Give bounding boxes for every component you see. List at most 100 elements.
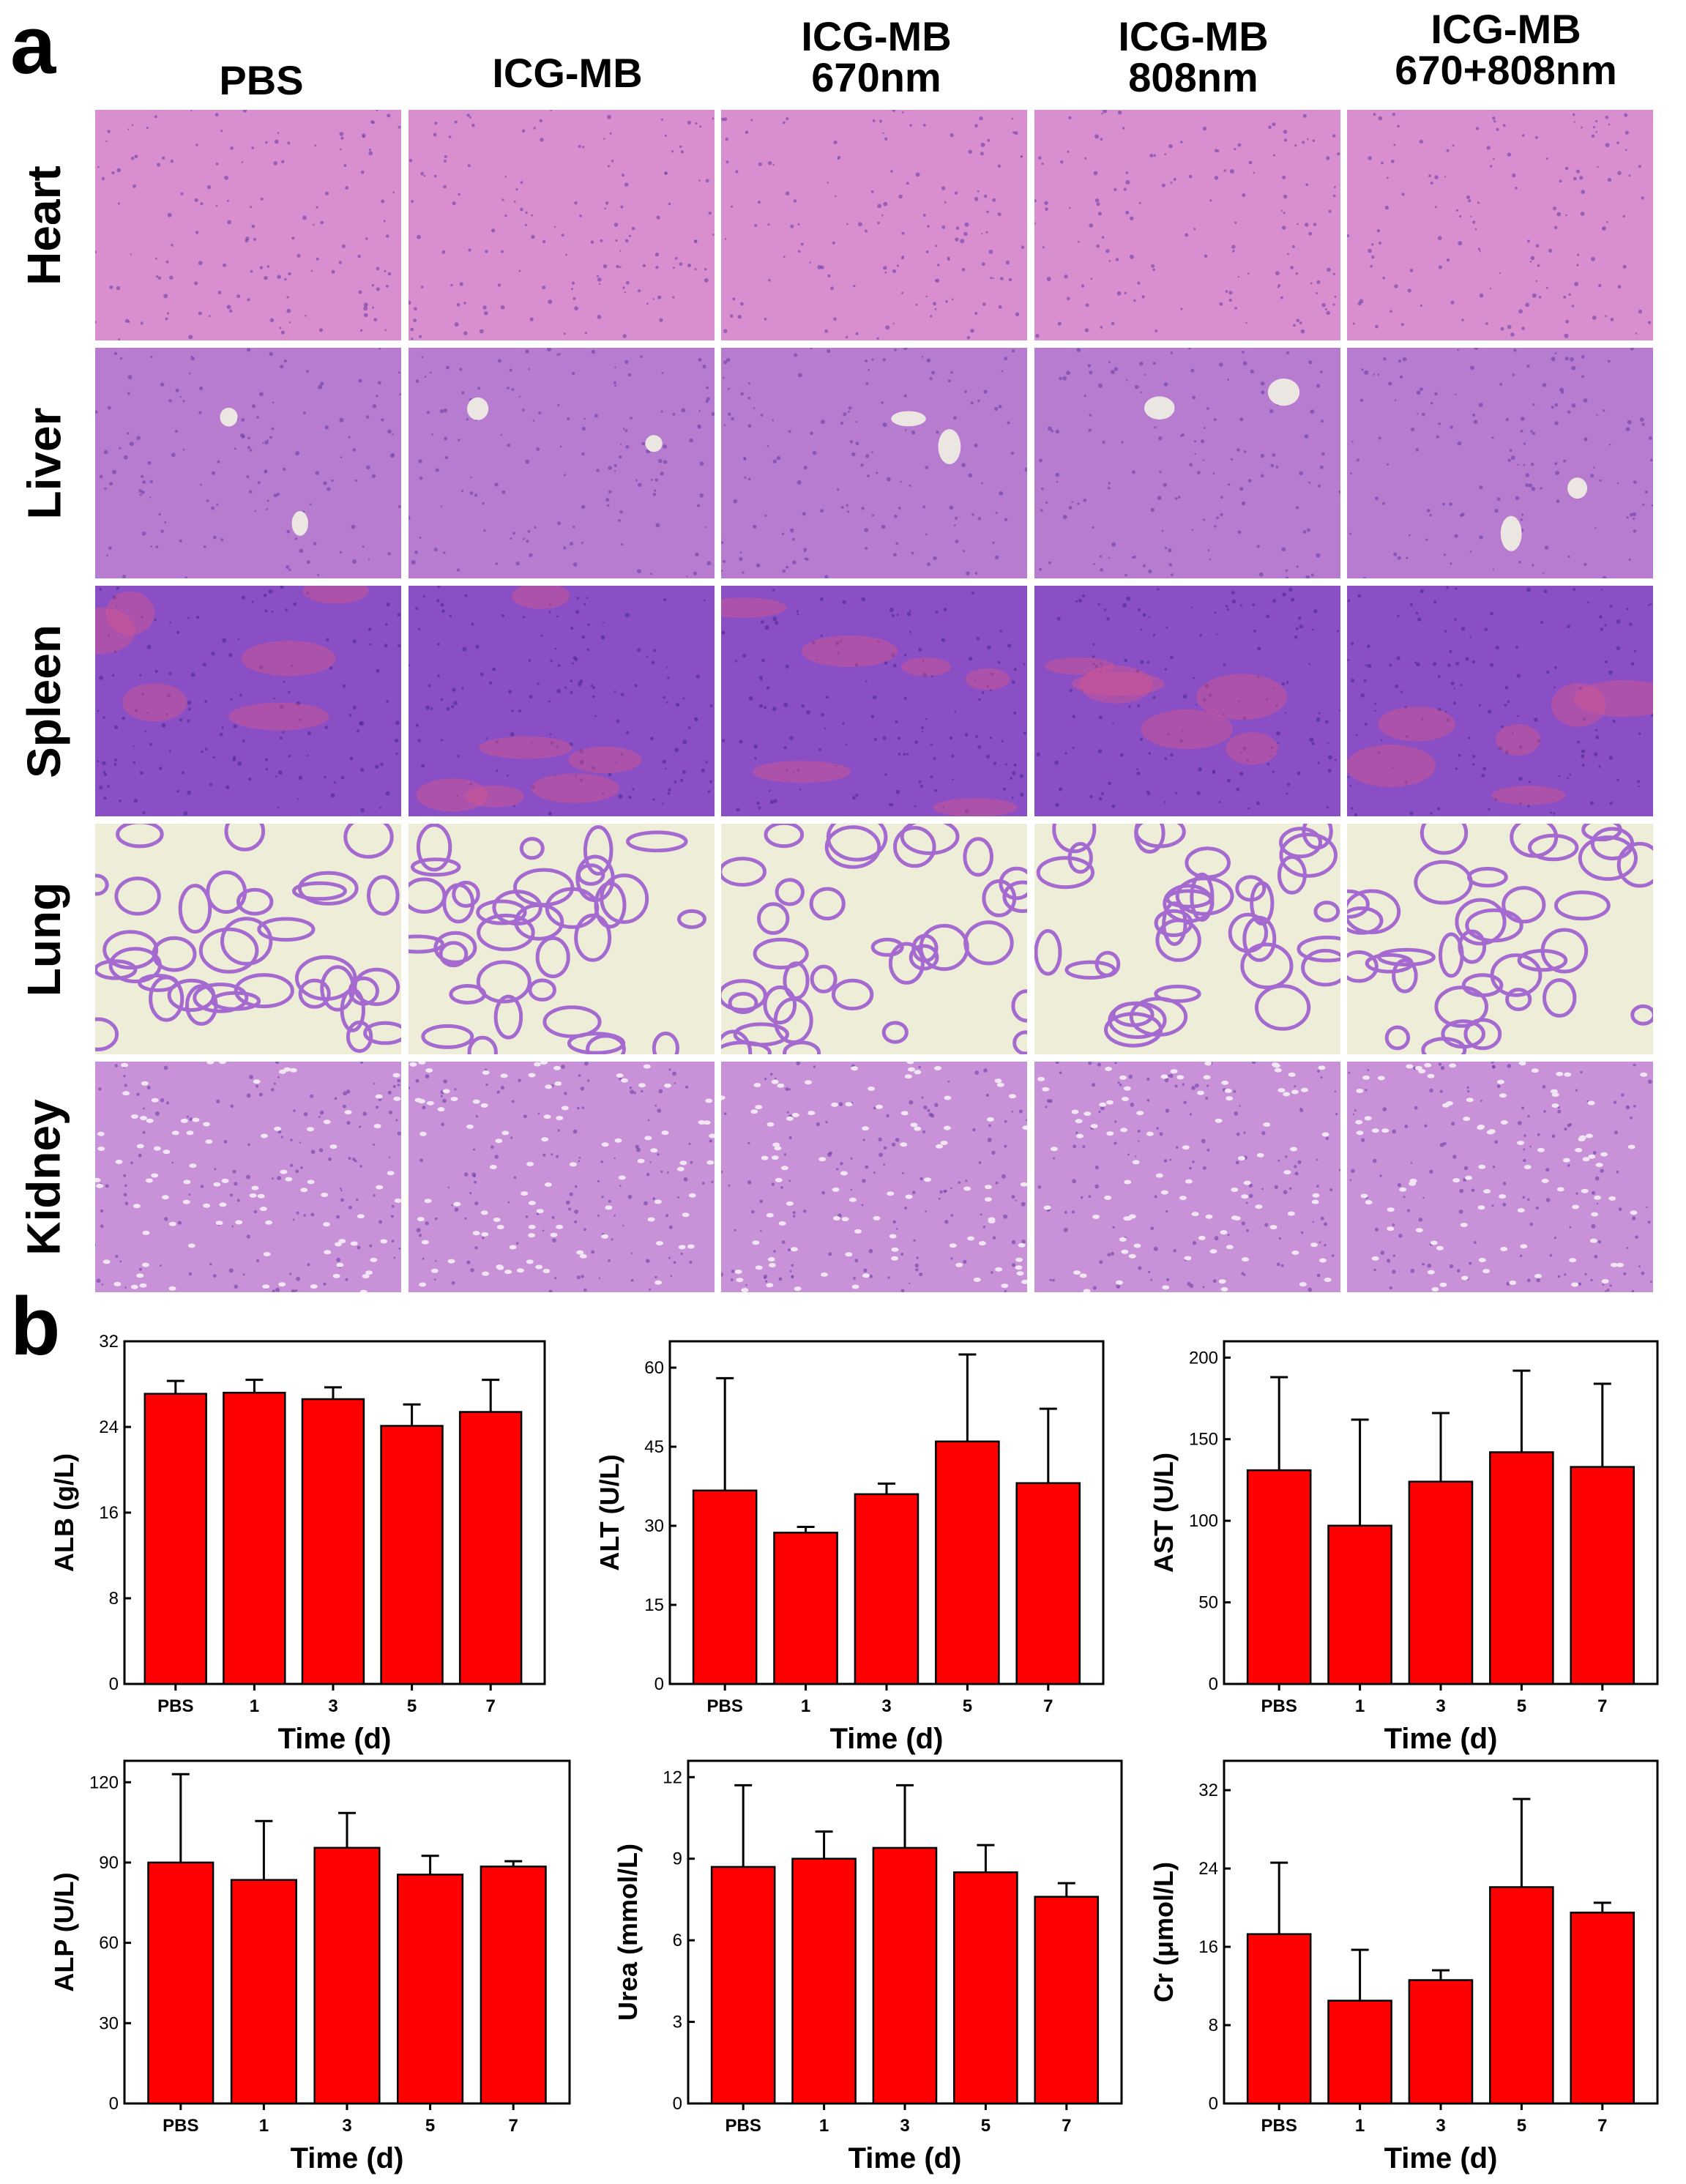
tissue-image-kidney bbox=[1347, 1062, 1653, 1292]
bar bbox=[1570, 1466, 1635, 1685]
x-tick-label: PBS bbox=[725, 2116, 761, 2136]
y-tick-label: 0 bbox=[654, 1674, 664, 1694]
y-axis-title: ALB (g/L) bbox=[49, 1453, 79, 1572]
y-tick-label: 24 bbox=[99, 1417, 119, 1437]
x-tick-label: 1 bbox=[259, 2116, 269, 2136]
y-tick-label: 16 bbox=[1198, 1937, 1218, 1957]
x-tick-label: 1 bbox=[1355, 1696, 1365, 1716]
chart-svg-alb: 0 8 16 24 32 PBS 1 3 5 7 Time (d) ALB (g/L) bbox=[49, 1334, 546, 1755]
column-header-icg-mb-670nm: ICG-MB 670nm bbox=[801, 13, 952, 100]
tissue-image-heart bbox=[721, 110, 1027, 340]
bar-chart-ast: 0 50 100 150 200 PBS 1 3 5 7 Time (d) AST (U/L) bbox=[1129, 1334, 1665, 1764]
bar-chart-cr: 0 8 16 24 32 PBS 1 3 5 7 Time (d) Cr (μmol/L) bbox=[1129, 1753, 1665, 2184]
x-tick-label: 7 bbox=[509, 2116, 518, 2136]
x-tick-label: 7 bbox=[1597, 1696, 1607, 1716]
x-tick-label: 3 bbox=[1436, 1696, 1445, 1716]
x-tick-label: PBS bbox=[163, 2116, 198, 2136]
bar bbox=[1034, 1896, 1100, 2105]
x-tick-label: 5 bbox=[1517, 2116, 1526, 2136]
y-tick-label: 100 bbox=[1189, 1511, 1218, 1531]
x-tick-label: 3 bbox=[328, 1696, 337, 1716]
x-tick-label: 5 bbox=[1517, 1696, 1526, 1716]
bar bbox=[313, 1846, 381, 2105]
tissue-image-spleen bbox=[95, 586, 401, 816]
bar bbox=[1489, 1886, 1554, 2105]
y-tick-label: 50 bbox=[1198, 1593, 1218, 1613]
tissue-image-liver bbox=[721, 348, 1027, 578]
bar bbox=[692, 1489, 758, 1685]
bar bbox=[1327, 1999, 1392, 2105]
y-tick-label: 16 bbox=[99, 1503, 119, 1523]
x-tick-label: 3 bbox=[900, 2116, 909, 2136]
bar bbox=[397, 1874, 464, 2105]
y-tick-label: 0 bbox=[109, 2094, 119, 2114]
x-tick-label: 1 bbox=[250, 1696, 259, 1716]
x-tick-label: PBS bbox=[1261, 1696, 1297, 1716]
y-tick-label: 3 bbox=[673, 2013, 682, 2032]
row-header-spleen: Spleen bbox=[18, 624, 70, 778]
x-tick-label: 5 bbox=[407, 1696, 417, 1716]
tissue-image-lung bbox=[1347, 824, 1653, 1054]
bar bbox=[1246, 1933, 1312, 2105]
y-tick-label: 9 bbox=[673, 1849, 682, 1869]
bar bbox=[710, 1866, 776, 2105]
bar bbox=[1489, 1451, 1554, 1685]
bar bbox=[872, 1846, 938, 2105]
x-tick-label: 7 bbox=[1062, 2116, 1071, 2136]
bar bbox=[854, 1493, 920, 1685]
row-header-liver: Liver bbox=[18, 407, 70, 519]
x-tick-label: PBS bbox=[157, 1696, 193, 1716]
tissue-image-liver bbox=[95, 348, 401, 578]
x-tick-label: 5 bbox=[963, 1696, 972, 1716]
bar-chart-alt: 0 15 30 45 60 PBS 1 3 5 7 Time (d) ALT (U/L) bbox=[575, 1334, 1111, 1764]
tissue-image-kidney bbox=[1034, 1062, 1340, 1292]
row-header-kidney-wrap: Kidney bbox=[0, 1062, 88, 1292]
tissue-image-lung bbox=[1034, 824, 1340, 1054]
bar bbox=[1408, 1480, 1474, 1685]
row-header-liver-wrap: Liver bbox=[0, 348, 88, 578]
bar bbox=[458, 1411, 523, 1685]
x-axis-title: Time (d) bbox=[848, 2142, 962, 2174]
panel-label-a: a bbox=[10, 0, 56, 91]
bar-chart-alb: 0 8 16 24 32 PBS 1 3 5 7 Time (d) ALB (g/L) bbox=[29, 1334, 552, 1764]
y-tick-label: 0 bbox=[1209, 1674, 1218, 1694]
y-tick-label: 0 bbox=[109, 1674, 119, 1694]
row-header-lung-wrap: Lung bbox=[0, 824, 88, 1054]
x-tick-label: 3 bbox=[881, 1696, 891, 1716]
y-tick-label: 200 bbox=[1189, 1348, 1218, 1368]
row-header-heart: Heart bbox=[18, 165, 70, 286]
tissue-image-kidney bbox=[409, 1062, 715, 1292]
chart-svg-alt: 0 15 30 45 60 PBS 1 3 5 7 Time (d) ALT (U/L) bbox=[594, 1340, 1105, 1755]
bar-chart-alp: 0 30 60 90 120 PBS 1 3 5 7 Time (d) ALP (U/L) bbox=[29, 1753, 577, 2184]
y-tick-label: 120 bbox=[89, 1773, 119, 1792]
bar bbox=[773, 1532, 838, 1685]
y-tick-label: 24 bbox=[1198, 1859, 1218, 1879]
bar bbox=[1246, 1469, 1312, 1685]
row-header-heart-wrap: Heart bbox=[0, 110, 88, 340]
bar bbox=[1570, 1912, 1635, 2105]
y-axis-title: ALT (U/L) bbox=[594, 1454, 624, 1570]
x-axis-title: Time (d) bbox=[278, 1723, 392, 1755]
y-tick-label: 0 bbox=[673, 2094, 682, 2114]
x-axis-title: Time (d) bbox=[1384, 1723, 1498, 1755]
tissue-image-heart bbox=[409, 110, 715, 340]
column-header-icg-mb-670-808nm: ICG-MB 670+808nm bbox=[1395, 6, 1617, 93]
x-tick-label: 7 bbox=[1043, 1696, 1053, 1716]
y-tick-label: 90 bbox=[99, 1853, 119, 1873]
x-tick-label: PBS bbox=[707, 1696, 743, 1716]
y-tick-label: 60 bbox=[644, 1358, 664, 1378]
tissue-image-lung bbox=[721, 824, 1027, 1054]
bar bbox=[791, 1857, 857, 2105]
tissue-image-spleen bbox=[721, 586, 1027, 816]
y-tick-label: 0 bbox=[1209, 2094, 1218, 2114]
tissue-image-kidney bbox=[721, 1062, 1027, 1292]
chart-svg-alp: 0 30 60 90 120 PBS 1 3 5 7 Time (d) ALP (U/L) bbox=[49, 1759, 571, 2174]
tissue-image-lung bbox=[409, 824, 715, 1054]
y-tick-label: 30 bbox=[644, 1516, 664, 1536]
y-tick-label: 150 bbox=[1189, 1430, 1218, 1450]
y-tick-label: 15 bbox=[644, 1595, 664, 1615]
bar bbox=[935, 1440, 1000, 1685]
chart-svg-cr: 0 8 16 24 32 PBS 1 3 5 7 Time (d) Cr (μmol/L) bbox=[1149, 1759, 1659, 2174]
x-tick-label: 5 bbox=[425, 2116, 435, 2136]
y-tick-label: 60 bbox=[99, 1934, 119, 1953]
